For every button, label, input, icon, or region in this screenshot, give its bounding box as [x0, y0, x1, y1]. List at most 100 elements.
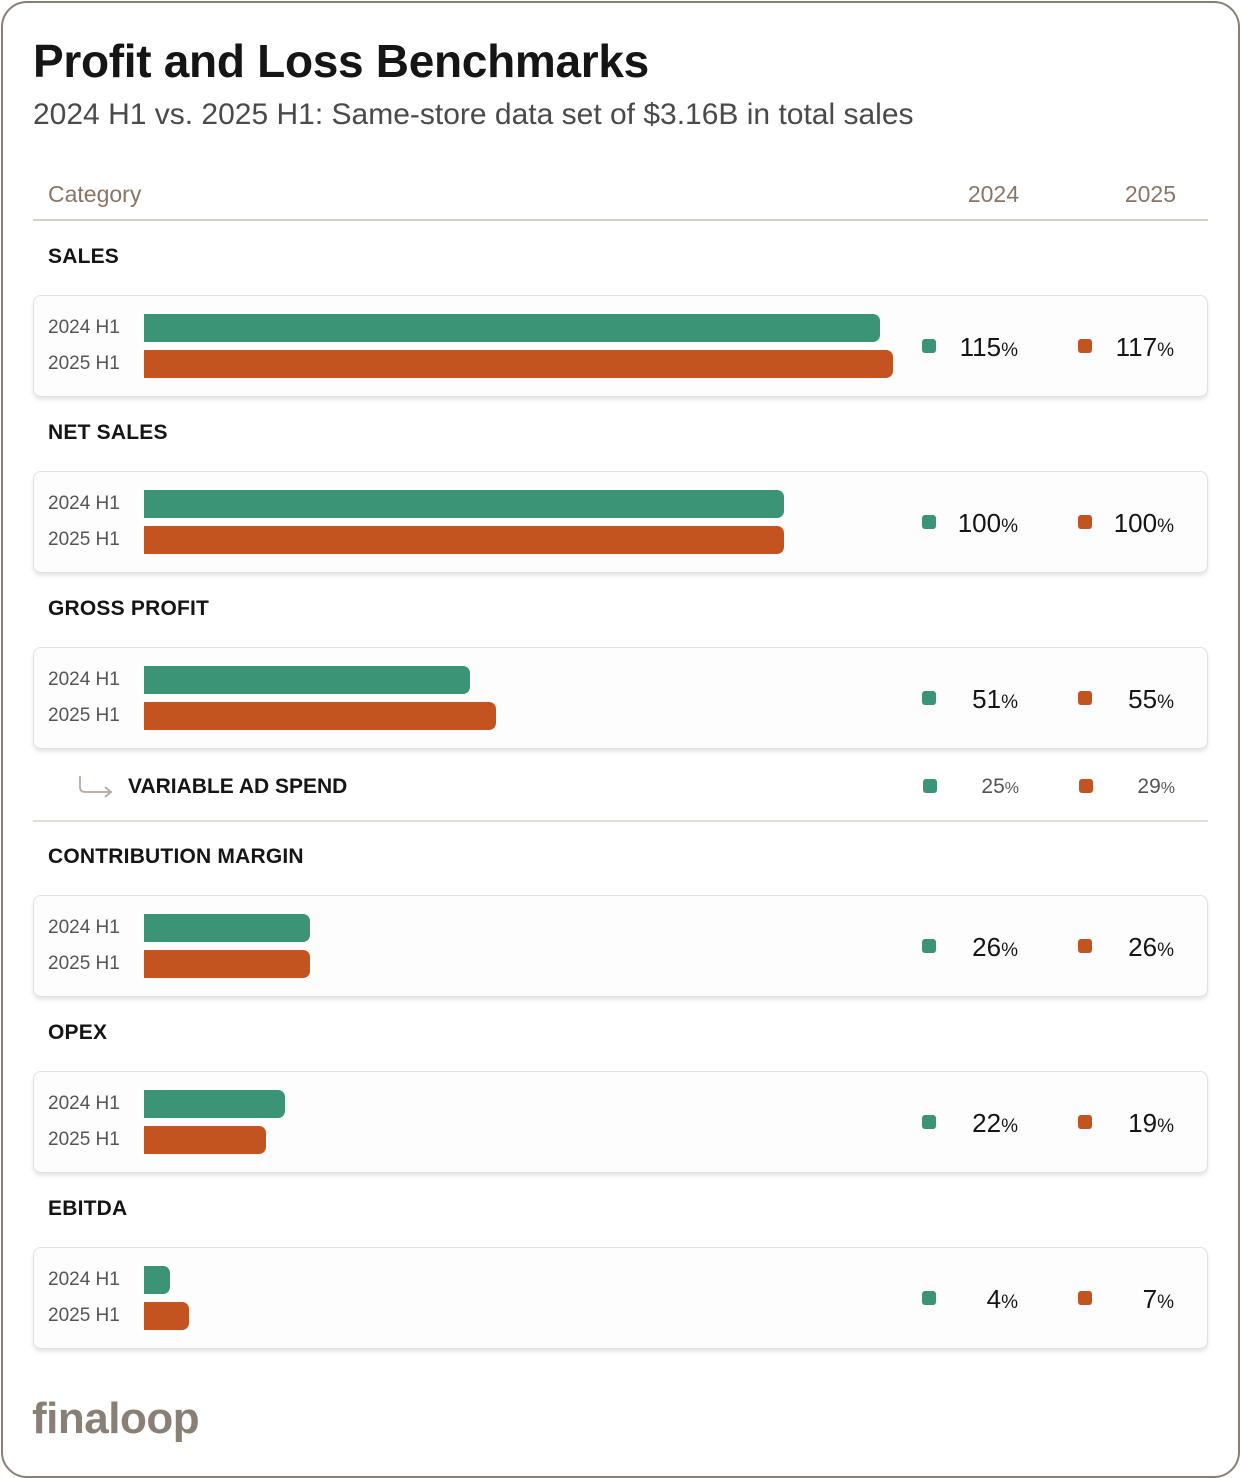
value-number: 115 — [959, 332, 1002, 362]
sub-item-value-2024-unit: % — [1004, 780, 1019, 797]
bar-2025-sales — [144, 350, 893, 378]
legend-marker-2024 — [922, 691, 936, 705]
value-unit: % — [1001, 940, 1018, 961]
column-header-category: Category — [48, 181, 142, 207]
value-2024-contribution-margin: 26% — [928, 932, 1018, 963]
value-number: 51 — [972, 684, 1002, 714]
category-card-net-sales: 2024 H1 100% 2025 H1 100% — [33, 471, 1208, 573]
section-title-ebitda: EBITDA — [48, 1197, 128, 1220]
value-2025-opex: 19% — [1084, 1108, 1174, 1139]
value-number: 117 — [1115, 332, 1158, 362]
section-title-gross-profit: GROSS PROFIT — [48, 597, 210, 620]
value-2024-ebitda: 4% — [928, 1284, 1018, 1315]
bar-2025-gross-profit — [144, 702, 496, 730]
section-title-sales: SALES — [48, 245, 120, 268]
sub-item-title: VARIABLE AD SPEND — [128, 775, 348, 798]
legend-marker-2025 — [1078, 939, 1092, 953]
category-card-ebitda: 2024 H1 4% 2025 H1 7% — [33, 1247, 1208, 1349]
year-label-2025: 2025 H1 — [48, 953, 120, 974]
value-unit: % — [1157, 340, 1174, 361]
bar-2024-sales — [144, 314, 880, 342]
legend-marker-2025 — [1078, 339, 1092, 353]
sub-item-value-2025-unit: % — [1160, 780, 1175, 797]
value-unit: % — [1001, 1292, 1018, 1313]
bar-2025-ebitda — [144, 1302, 189, 1330]
section-title-net-sales: NET SALES — [48, 421, 168, 444]
legend-marker-2024 — [922, 1115, 936, 1129]
value-unit: % — [1157, 940, 1174, 961]
column-header-2024: 2024 — [967, 181, 1019, 207]
year-label-2024: 2024 H1 — [48, 669, 120, 690]
legend-marker-2025 — [1078, 1115, 1092, 1129]
section-title-contribution-margin: CONTRIBUTION MARGIN — [48, 845, 304, 868]
value-number: 19 — [1128, 1108, 1158, 1138]
column-header-2025: 2025 — [1124, 181, 1176, 207]
year-label-2025: 2025 H1 — [48, 353, 120, 374]
value-unit: % — [1157, 1292, 1174, 1313]
sub-item-2025-marker — [1079, 779, 1093, 793]
value-2024-opex: 22% — [928, 1108, 1018, 1139]
legend-marker-2024 — [922, 339, 936, 353]
section-title-opex: OPEX — [48, 1021, 108, 1044]
value-unit: % — [1001, 692, 1018, 713]
value-unit: % — [1001, 340, 1018, 361]
value-2025-contribution-margin: 26% — [1084, 932, 1174, 963]
category-card-opex: 2024 H1 22% 2025 H1 19% — [33, 1071, 1208, 1173]
bar-2025-contribution-margin — [144, 950, 310, 978]
page-title: Profit and Loss Benchmarks — [33, 35, 649, 87]
value-unit: % — [1001, 1116, 1018, 1137]
legend-marker-2025 — [1078, 515, 1092, 529]
year-label-2025: 2025 H1 — [48, 529, 120, 550]
value-2025-ebitda: 7% — [1084, 1284, 1174, 1315]
legend-marker-2024 — [922, 1291, 936, 1305]
category-card-sales: 2024 H1 115% 2025 H1 117% — [33, 295, 1208, 397]
year-label-2024: 2024 H1 — [48, 1269, 120, 1290]
value-2025-net-sales: 100% — [1084, 508, 1174, 539]
value-unit: % — [1001, 516, 1018, 537]
indent-arrow-icon — [77, 774, 115, 805]
year-label-2024: 2024 H1 — [48, 917, 120, 938]
sub-item-value-2024: 25% — [929, 775, 1019, 799]
bar-2025-net-sales — [144, 526, 784, 554]
year-label-2025: 2025 H1 — [48, 705, 120, 726]
bar-2024-ebitda — [144, 1266, 170, 1294]
year-label-2024: 2024 H1 — [48, 1093, 120, 1114]
value-unit: % — [1157, 516, 1174, 537]
bar-2025-opex — [144, 1126, 266, 1154]
value-number: 26 — [972, 932, 1002, 962]
value-number: 100 — [957, 508, 1002, 538]
year-label-2025: 2025 H1 — [48, 1305, 120, 1326]
bar-2024-opex — [144, 1090, 285, 1118]
year-label-2024: 2024 H1 — [48, 317, 120, 338]
bar-2024-contribution-margin — [144, 914, 310, 942]
value-number: 100 — [1113, 508, 1158, 538]
legend-marker-2024 — [922, 515, 936, 529]
legend-marker-2025 — [1078, 1291, 1092, 1305]
value-2024-gross-profit: 51% — [928, 684, 1018, 715]
year-label-2024: 2024 H1 — [48, 493, 120, 514]
value-2024-net-sales: 100% — [928, 508, 1018, 539]
sub-item-value-2024-number: 25 — [981, 775, 1005, 798]
sub-item-value-2025: 29% — [1085, 775, 1175, 799]
value-2024-sales: 115% — [928, 332, 1018, 363]
legend-marker-2025 — [1078, 691, 1092, 705]
value-number: 26 — [1128, 932, 1158, 962]
value-number: 4 — [986, 1284, 1002, 1314]
category-card-contribution-margin: 2024 H1 26% 2025 H1 26% — [33, 895, 1208, 997]
value-2025-gross-profit: 55% — [1084, 684, 1174, 715]
sub-item-2024-marker — [923, 779, 937, 793]
finaloop-logo: finaloop — [32, 1394, 200, 1443]
header-divider — [33, 219, 1208, 221]
sub-item-value-2025-number: 29 — [1137, 775, 1161, 798]
value-number: 7 — [1142, 1284, 1158, 1314]
sub-item-divider — [33, 820, 1208, 822]
bar-2024-gross-profit — [144, 666, 470, 694]
value-unit: % — [1157, 692, 1174, 713]
value-unit: % — [1157, 1116, 1174, 1137]
bar-2024-net-sales — [144, 490, 784, 518]
legend-marker-2024 — [922, 939, 936, 953]
value-2025-sales: 117% — [1084, 332, 1174, 363]
value-number: 22 — [972, 1108, 1002, 1138]
page-subtitle: 2024 H1 vs. 2025 H1: Same-store data set… — [33, 98, 914, 131]
year-label-2025: 2025 H1 — [48, 1129, 120, 1150]
